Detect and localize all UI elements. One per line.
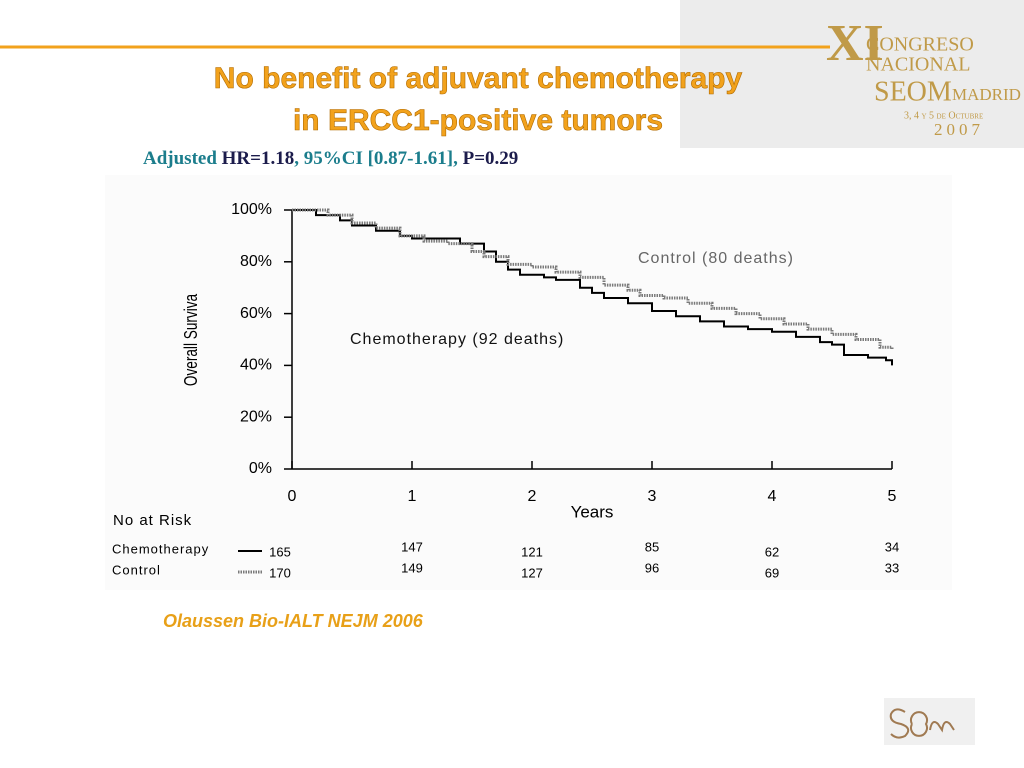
at-risk-count: 96 bbox=[645, 560, 659, 575]
x-tick-label: 3 bbox=[648, 488, 657, 505]
y-axis-title: Overall Surviva bbox=[181, 293, 202, 386]
at-risk-name: Chemotherapy bbox=[112, 541, 209, 556]
at-risk-count: 127 bbox=[521, 565, 543, 580]
at-risk-count: 33 bbox=[885, 560, 899, 575]
slide-title: in ERCC1-positive tumors bbox=[293, 104, 663, 137]
y-tick-label: 80% bbox=[240, 253, 272, 270]
header-band bbox=[680, 0, 1024, 148]
at-risk-count: 69 bbox=[765, 565, 779, 580]
curve-label: Chemotherapy (92 deaths) bbox=[350, 331, 564, 348]
subtitle-part: , 95%CI [0.87-1.61], bbox=[294, 148, 458, 169]
at-risk-count: 34 bbox=[885, 539, 899, 554]
x-tick-label: 1 bbox=[408, 488, 417, 505]
subtitle: Adjusted HR=1.18, 95%CI [0.87-1.61], P=0… bbox=[143, 148, 518, 169]
at-risk-count: 165 bbox=[269, 544, 291, 559]
at-risk-count: 170 bbox=[269, 565, 291, 580]
subtitle-part: P=0.29 bbox=[463, 148, 519, 169]
at-risk-name: Control bbox=[112, 562, 161, 577]
subtitle-part: Adjusted bbox=[143, 148, 217, 169]
chart-panel bbox=[105, 175, 952, 590]
slide-title: No benefit of adjuvant chemotherapy bbox=[214, 62, 743, 95]
y-tick-label: 0% bbox=[249, 460, 272, 477]
year: 2007 bbox=[934, 120, 984, 139]
at-risk-count: 147 bbox=[401, 539, 423, 554]
x-tick-label: 0 bbox=[288, 488, 297, 505]
y-tick-label: 40% bbox=[240, 357, 272, 374]
y-tick-label: 60% bbox=[240, 305, 272, 322]
y-tick-label: 100% bbox=[231, 201, 272, 218]
x-tick-label: 2 bbox=[528, 488, 537, 505]
logo-mark bbox=[889, 708, 955, 739]
city: MADRID bbox=[952, 85, 1021, 104]
at-risk-count: 121 bbox=[521, 544, 543, 559]
x-tick-label: 5 bbox=[888, 488, 897, 505]
dates: 3, 4 y 5 de Octubre bbox=[904, 110, 983, 121]
brand: SEOM bbox=[874, 76, 952, 107]
at-risk-count: 85 bbox=[645, 539, 659, 554]
congress-number: XI bbox=[826, 15, 884, 72]
subtitle-part: HR=1.18 bbox=[222, 148, 295, 169]
x-axis-title: Years bbox=[571, 502, 614, 521]
y-tick-label: 20% bbox=[240, 408, 272, 425]
congress-line: NACIONAL bbox=[866, 54, 970, 76]
at-risk-count: 149 bbox=[401, 560, 423, 575]
curve-label: Control (80 deaths) bbox=[638, 250, 794, 267]
citation: Olaussen Bio-IALT NEJM 2006 bbox=[163, 611, 424, 631]
x-tick-label: 4 bbox=[768, 488, 777, 505]
at-risk-title: No at Risk bbox=[113, 512, 192, 529]
at-risk-count: 62 bbox=[765, 544, 779, 559]
congress-line: CONGRESO bbox=[866, 34, 974, 56]
